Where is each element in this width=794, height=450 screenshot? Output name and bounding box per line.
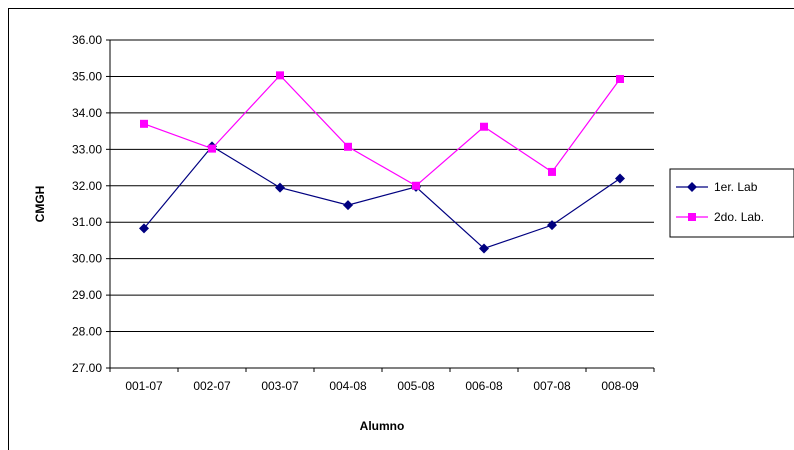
y-tick-label: 34.00 [72,106,102,120]
chart-area [8,8,794,450]
y-tick-label: 29.00 [72,288,102,302]
legend-marker [688,213,696,221]
series-line [143,145,621,250]
y-tick-label: 32.00 [72,179,102,193]
data-point [139,223,149,234]
axes [106,39,655,372]
series-group [139,71,625,254]
legend-label: 1er. Lab [714,180,758,194]
data-point [276,71,284,80]
legend-marker [687,182,697,192]
y-tick-labels: 27.00 28.00 29.00 30.00 31.00 32.00 33.00 34.00… [72,33,102,375]
x-tick-labels: 001-07 002-07 003-07 004-08 005-08 006-08 007-… [125,379,639,393]
data-point [547,220,557,231]
data-point [479,243,489,254]
data-point [548,167,556,176]
x-tick-label: 004-08 [329,379,367,393]
y-tick-label: 27.00 [72,361,102,375]
y-tick-label: 35.00 [72,69,102,83]
y-axis-title: CMGH [33,186,47,223]
data-point [616,74,624,83]
x-tick-label: 007-08 [533,379,571,393]
x-tick-label: 005-08 [397,379,435,393]
y-tick-label: 31.00 [72,215,102,229]
x-tick-label: 002-07 [193,379,231,393]
data-point [275,182,285,193]
series-line [143,74,621,187]
data-point [343,200,353,211]
x-tick-label: 001-07 [125,379,163,393]
gridlines [110,39,654,369]
legend: 1er. Lab 2do. Lab. [669,168,794,238]
y-tick-label: 30.00 [72,252,102,266]
data-point [480,122,488,131]
x-tick-label: 006-08 [465,379,503,393]
y-tick-label: 36.00 [72,33,102,47]
series-2 [140,71,624,190]
data-point [615,173,625,184]
legend-box [669,168,794,238]
data-point [412,181,420,190]
y-tick-label: 28.00 [72,325,102,339]
data-point [140,119,148,128]
x-axis-title: Alumno [360,419,405,433]
legend-label: 2do. Lab. [714,210,764,224]
y-tick-label: 33.00 [72,142,102,156]
data-point [208,144,216,153]
x-tick-label: 003-07 [261,379,299,393]
series-1 [139,141,625,254]
data-point [344,142,352,151]
x-tick-label: 008-09 [601,379,639,393]
